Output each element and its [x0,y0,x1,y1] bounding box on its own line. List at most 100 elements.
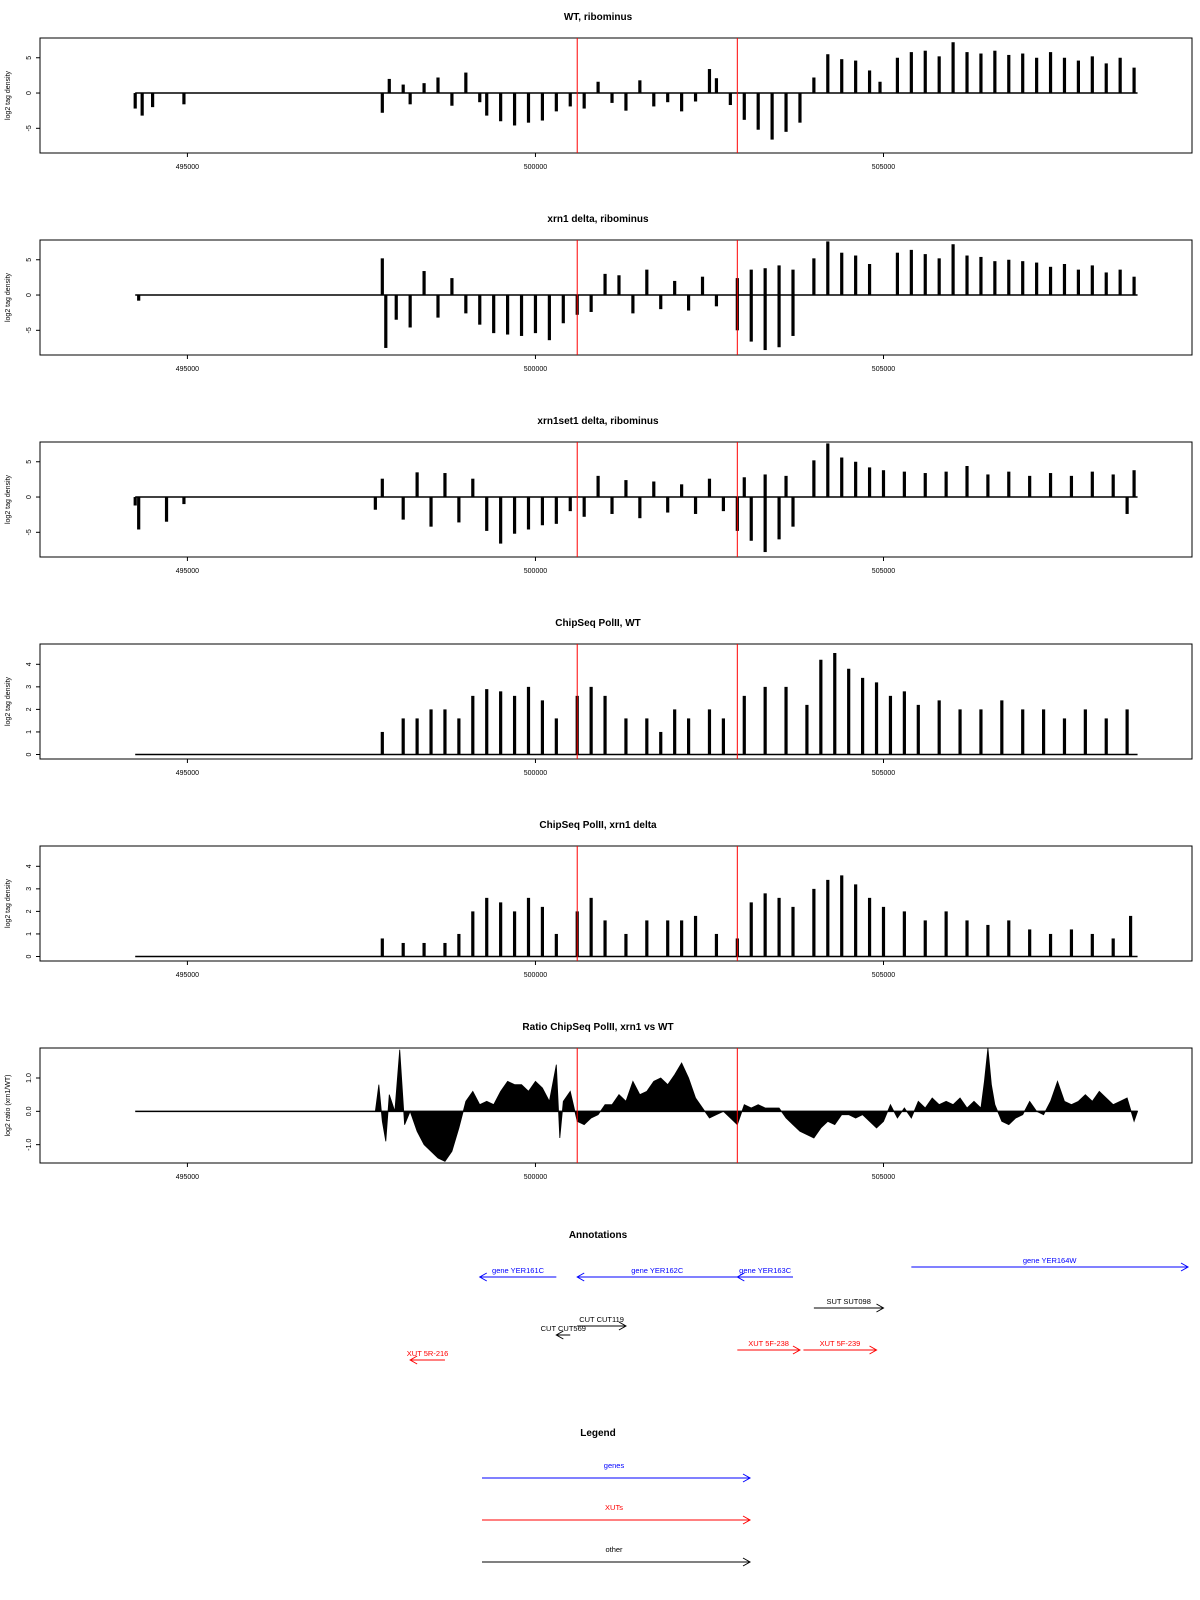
annotation-label: gene YER164W [1023,1256,1078,1265]
y-tick-label: -5 [26,529,33,535]
y-tick-label: 3 [26,887,33,891]
annotations-title: Annotations [569,1230,628,1241]
arrow-head [869,1345,878,1355]
y-tick-label: 0 [26,495,33,499]
panel-title: WT, ribominus [564,12,633,23]
legend-item: other [482,1545,752,1567]
y-tick-label: 5 [26,460,33,464]
panel-2: xrn1 delta, ribominus log2 tag density -5 0… [5,214,1193,373]
x-tick-label: 500000 [524,972,547,979]
x-tick-label: 500000 [524,568,547,575]
annotation-label: gene YER163C [739,1266,792,1275]
x-tick-label: 495000 [176,164,199,171]
plot-frame [39,239,1193,356]
arrow-head [576,1272,585,1282]
panel-5: ChipSeq PolII, xrn1 delta log2 tag densit… [5,820,1193,979]
x-tick-label: 495000 [176,972,199,979]
plot-frame [39,845,1193,962]
annotation-feature: XUT 5F-238 [737,1339,801,1355]
arrow-head [555,1330,564,1340]
ratio-area [374,1047,1139,1162]
legend-panel: Legend genes XUTs other [482,1428,752,1567]
y-tick-label: 5 [26,258,33,262]
plot-frame [39,441,1193,558]
annotation-label: XUT 5F-239 [820,1339,861,1348]
x-tick-label: 505000 [872,164,895,171]
annotation-label: XUT 5R-216 [407,1349,449,1358]
y-tick-label: 1 [26,932,33,936]
arrow-head [742,1473,752,1483]
arrow-head [409,1355,418,1365]
annotation-label: XUT 5F-238 [748,1339,789,1348]
panel-6: Ratio ChipSeq PolII, xrn1 vs WT log2 rati… [5,1022,1193,1181]
track-panels: WT, ribominus log2 tag density -5 0 5 495000 5… [5,12,1193,1181]
arrow-head [736,1272,745,1282]
x-tick-label: 495000 [176,366,199,373]
y-tick-label: 4 [26,662,33,666]
legend-items: genes XUTs other [482,1461,752,1567]
legend-label: XUTs [605,1503,623,1512]
y-axis-label: log2 tag density [5,676,12,726]
x-tick-label: 505000 [872,568,895,575]
panel-4: ChipSeq PolII, WT log2 tag density 0 1 2 3 4 49… [5,618,1193,777]
y-tick-label: 5 [26,56,33,60]
panel-1: WT, ribominus log2 tag density -5 0 5 495000 5… [5,12,1193,171]
arrow-head [742,1557,752,1567]
plot-frame [39,1047,1193,1164]
annotation-features: gene YER164W gene YER161C gene YER162C gene… [407,1256,1190,1365]
x-tick-label: 500000 [524,770,547,777]
x-tick-label: 505000 [872,972,895,979]
panel-title: Ratio ChipSeq PolII, xrn1 vs WT [522,1022,673,1033]
legend-label: other [605,1545,623,1554]
arrow-head [618,1321,627,1331]
legend-item: XUTs [482,1503,752,1525]
annotation-label: gene YER162C [631,1266,684,1275]
plot-frame [39,643,1193,760]
annotation-label: gene YER161C [492,1266,545,1275]
panel-title: xrn1 delta, ribominus [547,214,649,225]
x-tick-label: 500000 [524,366,547,373]
annotation-label: SUT SUT098 [826,1297,870,1306]
annotation-feature: gene YER161C [478,1266,557,1282]
y-axis-label: log2 tag density [5,272,12,322]
y-tick-label: 2 [26,707,33,711]
annotation-feature: XUT 5R-216 [407,1349,449,1365]
y-tick-label: 4 [26,864,33,868]
legend-title: Legend [580,1428,616,1439]
x-tick-label: 495000 [176,1174,199,1181]
y-axis-label: log2 tag density [5,878,12,928]
x-tick-label: 505000 [872,1174,895,1181]
arrow-head [478,1272,488,1282]
y-tick-label: 3 [26,685,33,689]
y-tick-label: 1.0 [26,1073,33,1083]
x-tick-label: 500000 [524,1174,547,1181]
legend-item: genes [482,1461,752,1483]
y-tick-label: -1.0 [26,1139,33,1151]
y-tick-label: 0 [26,954,33,958]
annotation-label: CUT CUT119 [579,1315,624,1324]
y-tick-label: 0 [26,293,33,297]
x-tick-label: 495000 [176,568,199,575]
y-tick-label: 2 [26,909,33,913]
y-axis-label: log2 tag density [5,70,12,120]
arrow-head [1180,1262,1190,1272]
legend-label: genes [604,1461,625,1470]
plot-frame [39,37,1193,154]
arrow-head [792,1345,801,1355]
y-tick-label: -5 [26,125,33,131]
x-tick-label: 505000 [872,366,895,373]
annotation-feature: CUT CUT569 [541,1324,586,1340]
y-tick-label: -5 [26,327,33,333]
annotation-feature: gene YER162C [576,1266,738,1282]
y-tick-label: 0 [26,752,33,756]
y-tick-label: 0.0 [26,1106,33,1116]
annotation-feature: XUT 5F-239 [803,1339,878,1355]
x-tick-label: 500000 [524,164,547,171]
annotation-feature: gene YER164W [911,1256,1190,1272]
arrow-head [876,1303,885,1313]
x-tick-label: 505000 [872,770,895,777]
panel-title: xrn1set1 delta, ribominus [537,416,659,427]
annotation-feature: gene YER163C [736,1266,793,1282]
